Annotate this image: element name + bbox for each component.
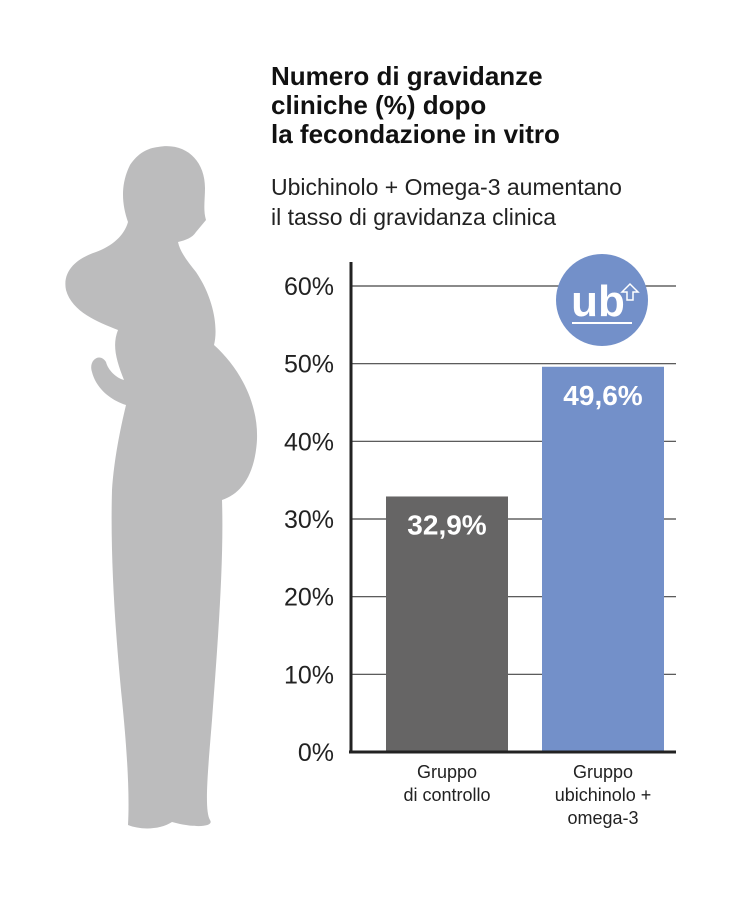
ub-logo: ub xyxy=(556,254,648,346)
x-category-label: Gruppo di controllo xyxy=(357,761,537,807)
title-line-1: Numero di gravidanze xyxy=(271,61,543,91)
x-category-label-line: Gruppo xyxy=(572,762,634,782)
y-axis-ticks: 0% 10% 20% 30% 40% 50% 60% xyxy=(284,273,334,767)
y-tick-label: 40% xyxy=(284,428,334,456)
title-line-3: la fecondazione in vitro xyxy=(271,119,560,149)
bars xyxy=(386,366,664,752)
y-tick-label: 50% xyxy=(284,351,334,379)
x-category-label-line: Gruppo xyxy=(416,762,478,782)
y-tick-label: 60% xyxy=(284,273,334,301)
up-arrow-icon xyxy=(620,282,640,301)
x-category-label: Gruppo ubichinolo + omega-3 xyxy=(513,761,693,830)
title-line-2: cliniche (%) dopo xyxy=(271,90,487,120)
y-tick-label: 20% xyxy=(284,584,334,612)
bar-2 xyxy=(542,366,664,752)
bar-value-label: 32,9% xyxy=(407,509,486,540)
x-category-label-line: di controllo xyxy=(403,785,491,805)
x-category-label-line: omega-3 xyxy=(567,808,639,828)
bar-value-label: 49,6% xyxy=(563,380,642,411)
subtitle-line-1: Ubichinolo + Omega-3 aumentano xyxy=(271,174,622,200)
silhouette-shape xyxy=(65,146,258,829)
x-category-label-line: ubichinolo + xyxy=(554,785,652,805)
y-tick-label: 10% xyxy=(284,661,334,689)
chart-subtitle: Ubichinolo + Omega-3 aumentano il tasso … xyxy=(271,172,731,232)
chart-title: Numero di gravidanze cliniche (%) dopo l… xyxy=(271,62,721,149)
bar-1 xyxy=(386,496,508,752)
y-tick-label: 30% xyxy=(284,506,334,534)
bar-value-labels: 32,9% 49,6% xyxy=(407,380,642,541)
subtitle-line-2: il tasso di gravidanza clinica xyxy=(271,204,557,230)
ub-logo-text: ub xyxy=(571,277,625,326)
y-tick-label: 0% xyxy=(298,739,334,767)
